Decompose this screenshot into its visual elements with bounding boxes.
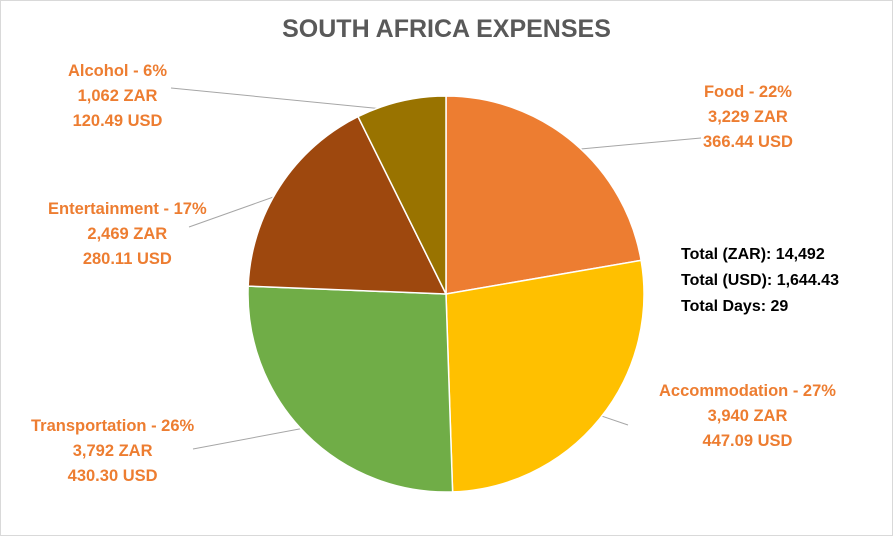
- label-food-zar: 3,229 ZAR: [708, 108, 788, 126]
- label-transportation-zar: 3,792 ZAR: [72, 442, 153, 460]
- leader-line-alcohol: [170, 87, 404, 112]
- total-days: Total Days: 29: [681, 298, 789, 315]
- total-usd: Total (USD): 1,644.43: [681, 272, 839, 289]
- label-accommodation-zar: 3,940 ZAR: [707, 407, 788, 425]
- label-entertainment-usd: 280.11 USD: [82, 250, 172, 268]
- chart-title: SOUTH AFRICA EXPENSES: [282, 15, 611, 43]
- label-food-usd: 366.44 USD: [703, 133, 793, 151]
- label-alcohol: Alcohol - 6% 1,062 ZAR 120.49 USD: [68, 59, 167, 134]
- label-accommodation: Accommodation - 27% 3,940 ZAR 447.09 USD: [659, 379, 836, 454]
- label-transportation: Transportation - 26% 3,792 ZAR 430.30 US…: [31, 414, 194, 489]
- label-entertainment-zar: 2,469 ZAR: [87, 225, 168, 243]
- leader-line-food: [567, 137, 702, 151]
- label-food: Food - 22% 3,229 ZAR 366.44 USD: [703, 80, 793, 155]
- label-alcohol-percent: Alcohol - 6%: [68, 62, 168, 80]
- totals-box: Total (ZAR): 14,492 Total (USD): 1,644.4…: [681, 242, 839, 320]
- total-zar: Total (ZAR): 14,492: [681, 246, 825, 263]
- label-alcohol-usd: 120.49 USD: [72, 112, 163, 130]
- slice-transportation: [247, 285, 454, 493]
- label-entertainment-percent: Entertainment - 17%: [48, 200, 207, 218]
- label-food-percent: Food - 22%: [703, 83, 792, 101]
- pie-slices: [247, 95, 645, 493]
- label-accommodation-usd: 447.09 USD: [702, 432, 793, 450]
- label-entertainment: Entertainment - 17% 2,469 ZAR 280.11 USD: [48, 197, 207, 272]
- label-transportation-percent: Transportation - 26%: [31, 417, 195, 435]
- leader-line-transportation: [192, 426, 313, 450]
- slice-entertainment: [247, 115, 448, 295]
- slice-alcohol: [357, 95, 447, 295]
- leader-lines: [170, 87, 702, 450]
- leader-line-entertainment: [188, 191, 289, 228]
- label-alcohol-zar: 1,062 ZAR: [77, 87, 158, 105]
- slice-accommodation: [445, 259, 645, 493]
- label-accommodation-percent: Accommodation - 27%: [659, 382, 836, 400]
- label-transportation-usd: 430.30 USD: [67, 467, 158, 485]
- slice-food: [445, 95, 642, 295]
